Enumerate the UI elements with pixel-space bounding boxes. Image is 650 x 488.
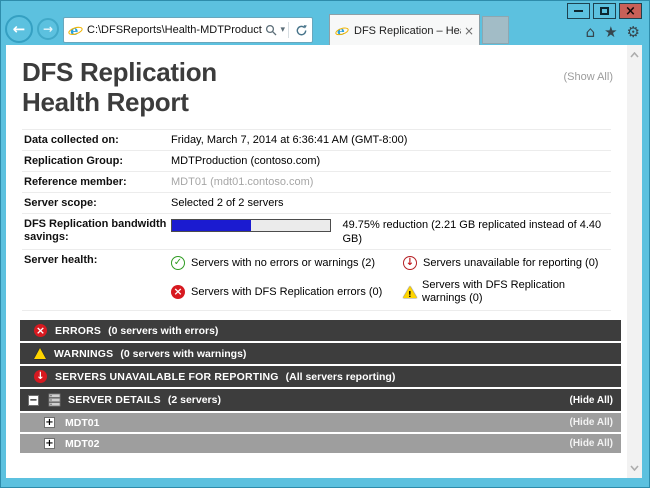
tab-title: DFS Replication – Health Re... (354, 24, 461, 37)
info-label: Replication Group: (24, 155, 123, 167)
vertical-scrollbar[interactable] (627, 45, 642, 478)
page-title: DFS Replication Health Report (22, 57, 217, 117)
new-tab-button[interactable] (482, 16, 509, 44)
window-controls: × (567, 3, 642, 19)
back-button[interactable]: ← (5, 15, 33, 43)
health-text: Servers with DFS Replication errors (0) (191, 285, 383, 298)
report-info-table: Data collected on: Friday, March 7, 2014… (22, 129, 611, 311)
info-label: DFS Replication bandwidth savings: (24, 218, 167, 243)
address-dropdown-icon[interactable]: ▾ (280, 25, 285, 35)
info-label: Server health: (24, 254, 98, 266)
ie-logo-icon: e (335, 24, 349, 38)
info-value: Friday, March 7, 2014 at 6:36:41 AM (GMT… (171, 134, 408, 146)
expand-icon[interactable]: + (44, 417, 55, 428)
section-title: SERVERS UNAVAILABLE FOR REPORTING (55, 370, 279, 383)
back-arrow-icon: ← (12, 20, 26, 38)
maximize-icon (600, 7, 609, 15)
error-icon: × (34, 323, 47, 337)
server-name: MDT02 (65, 437, 100, 450)
info-row-reference-member: Reference member: MDT01 (mdt01.contoso.c… (22, 172, 611, 193)
info-row-data-collected: Data collected on: Friday, March 7, 2014… (22, 130, 611, 151)
health-item-errors: × Servers with DFS Replication errors (0… (171, 279, 403, 305)
info-label: Data collected on: (24, 134, 119, 146)
forward-arrow-icon: → (42, 22, 54, 36)
health-item-unavailable: ↓ Servers unavailable for reporting (0) (403, 256, 611, 270)
section-server-details[interactable]: − SERVER DETAILS (2 servers) (Hide All) (20, 389, 621, 411)
section-warnings[interactable]: WARNINGS (0 servers with warnings) (20, 343, 621, 364)
close-icon: × (625, 3, 636, 19)
bandwidth-progress-bar (171, 219, 332, 232)
section-title: WARNINGS (54, 347, 114, 360)
minimize-icon (574, 10, 583, 12)
health-text: Servers unavailable for reporting (0) (423, 256, 599, 269)
favorites-star-icon[interactable]: ★ (604, 23, 618, 41)
collapse-icon[interactable]: − (28, 394, 39, 406)
settings-gear-icon[interactable]: ⚙ (626, 23, 640, 41)
server-row-mdt01[interactable]: + MDT01 (Hide All) (20, 413, 621, 432)
hide-all-link[interactable]: (Hide All) (569, 417, 613, 428)
section-suffix: (All servers reporting) (285, 370, 396, 383)
refresh-icon[interactable] (295, 24, 308, 37)
health-text: Servers with no errors or warnings (2) (191, 256, 376, 269)
hide-all-link[interactable]: (Hide All) (569, 438, 613, 449)
expand-icon[interactable]: + (44, 438, 55, 449)
unavailable-icon: ↓ (403, 256, 417, 270)
section-suffix: (0 servers with warnings) (120, 347, 247, 360)
info-value: MDTProduction (contoso.com) (171, 155, 321, 167)
close-button[interactable]: × (619, 3, 642, 19)
server-name: MDT01 (65, 416, 100, 429)
info-label: Reference member: (24, 176, 127, 188)
show-all-link[interactable]: (Show All) (563, 71, 613, 83)
maximize-button[interactable] (593, 3, 616, 19)
unavailable-icon: ↓ (34, 370, 47, 383)
section-suffix: (2 servers) (167, 394, 221, 406)
section-unavailable[interactable]: ↓ SERVERS UNAVAILABLE FOR REPORTING (All… (20, 366, 621, 387)
info-value: MDT01 (mdt01.contoso.com) (171, 176, 314, 188)
browser-tab[interactable]: e DFS Replication – Health Re... × (329, 14, 480, 46)
svg-text:e: e (70, 24, 78, 38)
hide-all-link[interactable]: (Hide All) (569, 394, 613, 406)
tab-close-icon[interactable]: × (463, 23, 474, 38)
minimize-button[interactable] (567, 3, 590, 19)
info-label: Server scope: (24, 197, 97, 209)
report-page: DFS Replication Health Report (Show All)… (6, 45, 627, 478)
url-text[interactable]: C:\DFSReports\Health-MDTProduction-07Ma (87, 24, 262, 36)
ok-icon: ✓ (171, 256, 185, 270)
svg-text:e: e (337, 24, 345, 38)
search-icon[interactable] (265, 24, 277, 36)
error-icon: × (171, 285, 185, 299)
health-text: Servers with DFS Replication warnings (0… (422, 279, 566, 304)
section-title: SERVER DETAILS (68, 394, 161, 406)
bandwidth-text: 49.75% reduction (2.21 GB replicated ins… (342, 219, 602, 245)
info-value: Selected 2 of 2 servers (171, 197, 284, 209)
info-row-server-health: Server health: ✓ Servers with no errors … (22, 250, 611, 311)
divider (288, 22, 289, 38)
server-icon (48, 393, 61, 407)
health-item-ok: ✓ Servers with no errors or warnings (2) (171, 256, 403, 270)
server-row-mdt02[interactable]: + MDT02 (Hide All) (20, 434, 621, 453)
ie-logo-icon: e (68, 24, 83, 38)
info-row-server-scope: Server scope: Selected 2 of 2 servers (22, 193, 611, 214)
bandwidth-progress-fill (172, 220, 251, 231)
address-bar[interactable]: e C:\DFSReports\Health-MDTProduction-07M… (63, 17, 313, 43)
scroll-down-icon[interactable] (627, 460, 642, 476)
section-errors[interactable]: × ERRORS (0 servers with errors) (20, 320, 621, 341)
section-suffix: (0 servers with errors) (108, 324, 219, 337)
section-title: ERRORS (55, 324, 102, 337)
forward-button[interactable]: → (37, 18, 59, 40)
info-row-bandwidth-savings: DFS Replication bandwidth savings: 49.75… (22, 214, 611, 250)
health-item-warnings: ! Servers with DFS Replication warnings … (403, 279, 611, 305)
warning-icon (34, 348, 46, 359)
home-icon[interactable]: ⌂ (585, 23, 596, 41)
warning-icon: ! (403, 286, 417, 299)
scroll-up-icon[interactable] (627, 47, 642, 63)
info-row-replication-group: Replication Group: MDTProduction (contos… (22, 151, 611, 172)
